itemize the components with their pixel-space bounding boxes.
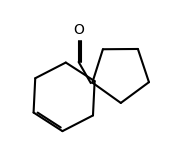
Text: O: O (73, 23, 84, 37)
